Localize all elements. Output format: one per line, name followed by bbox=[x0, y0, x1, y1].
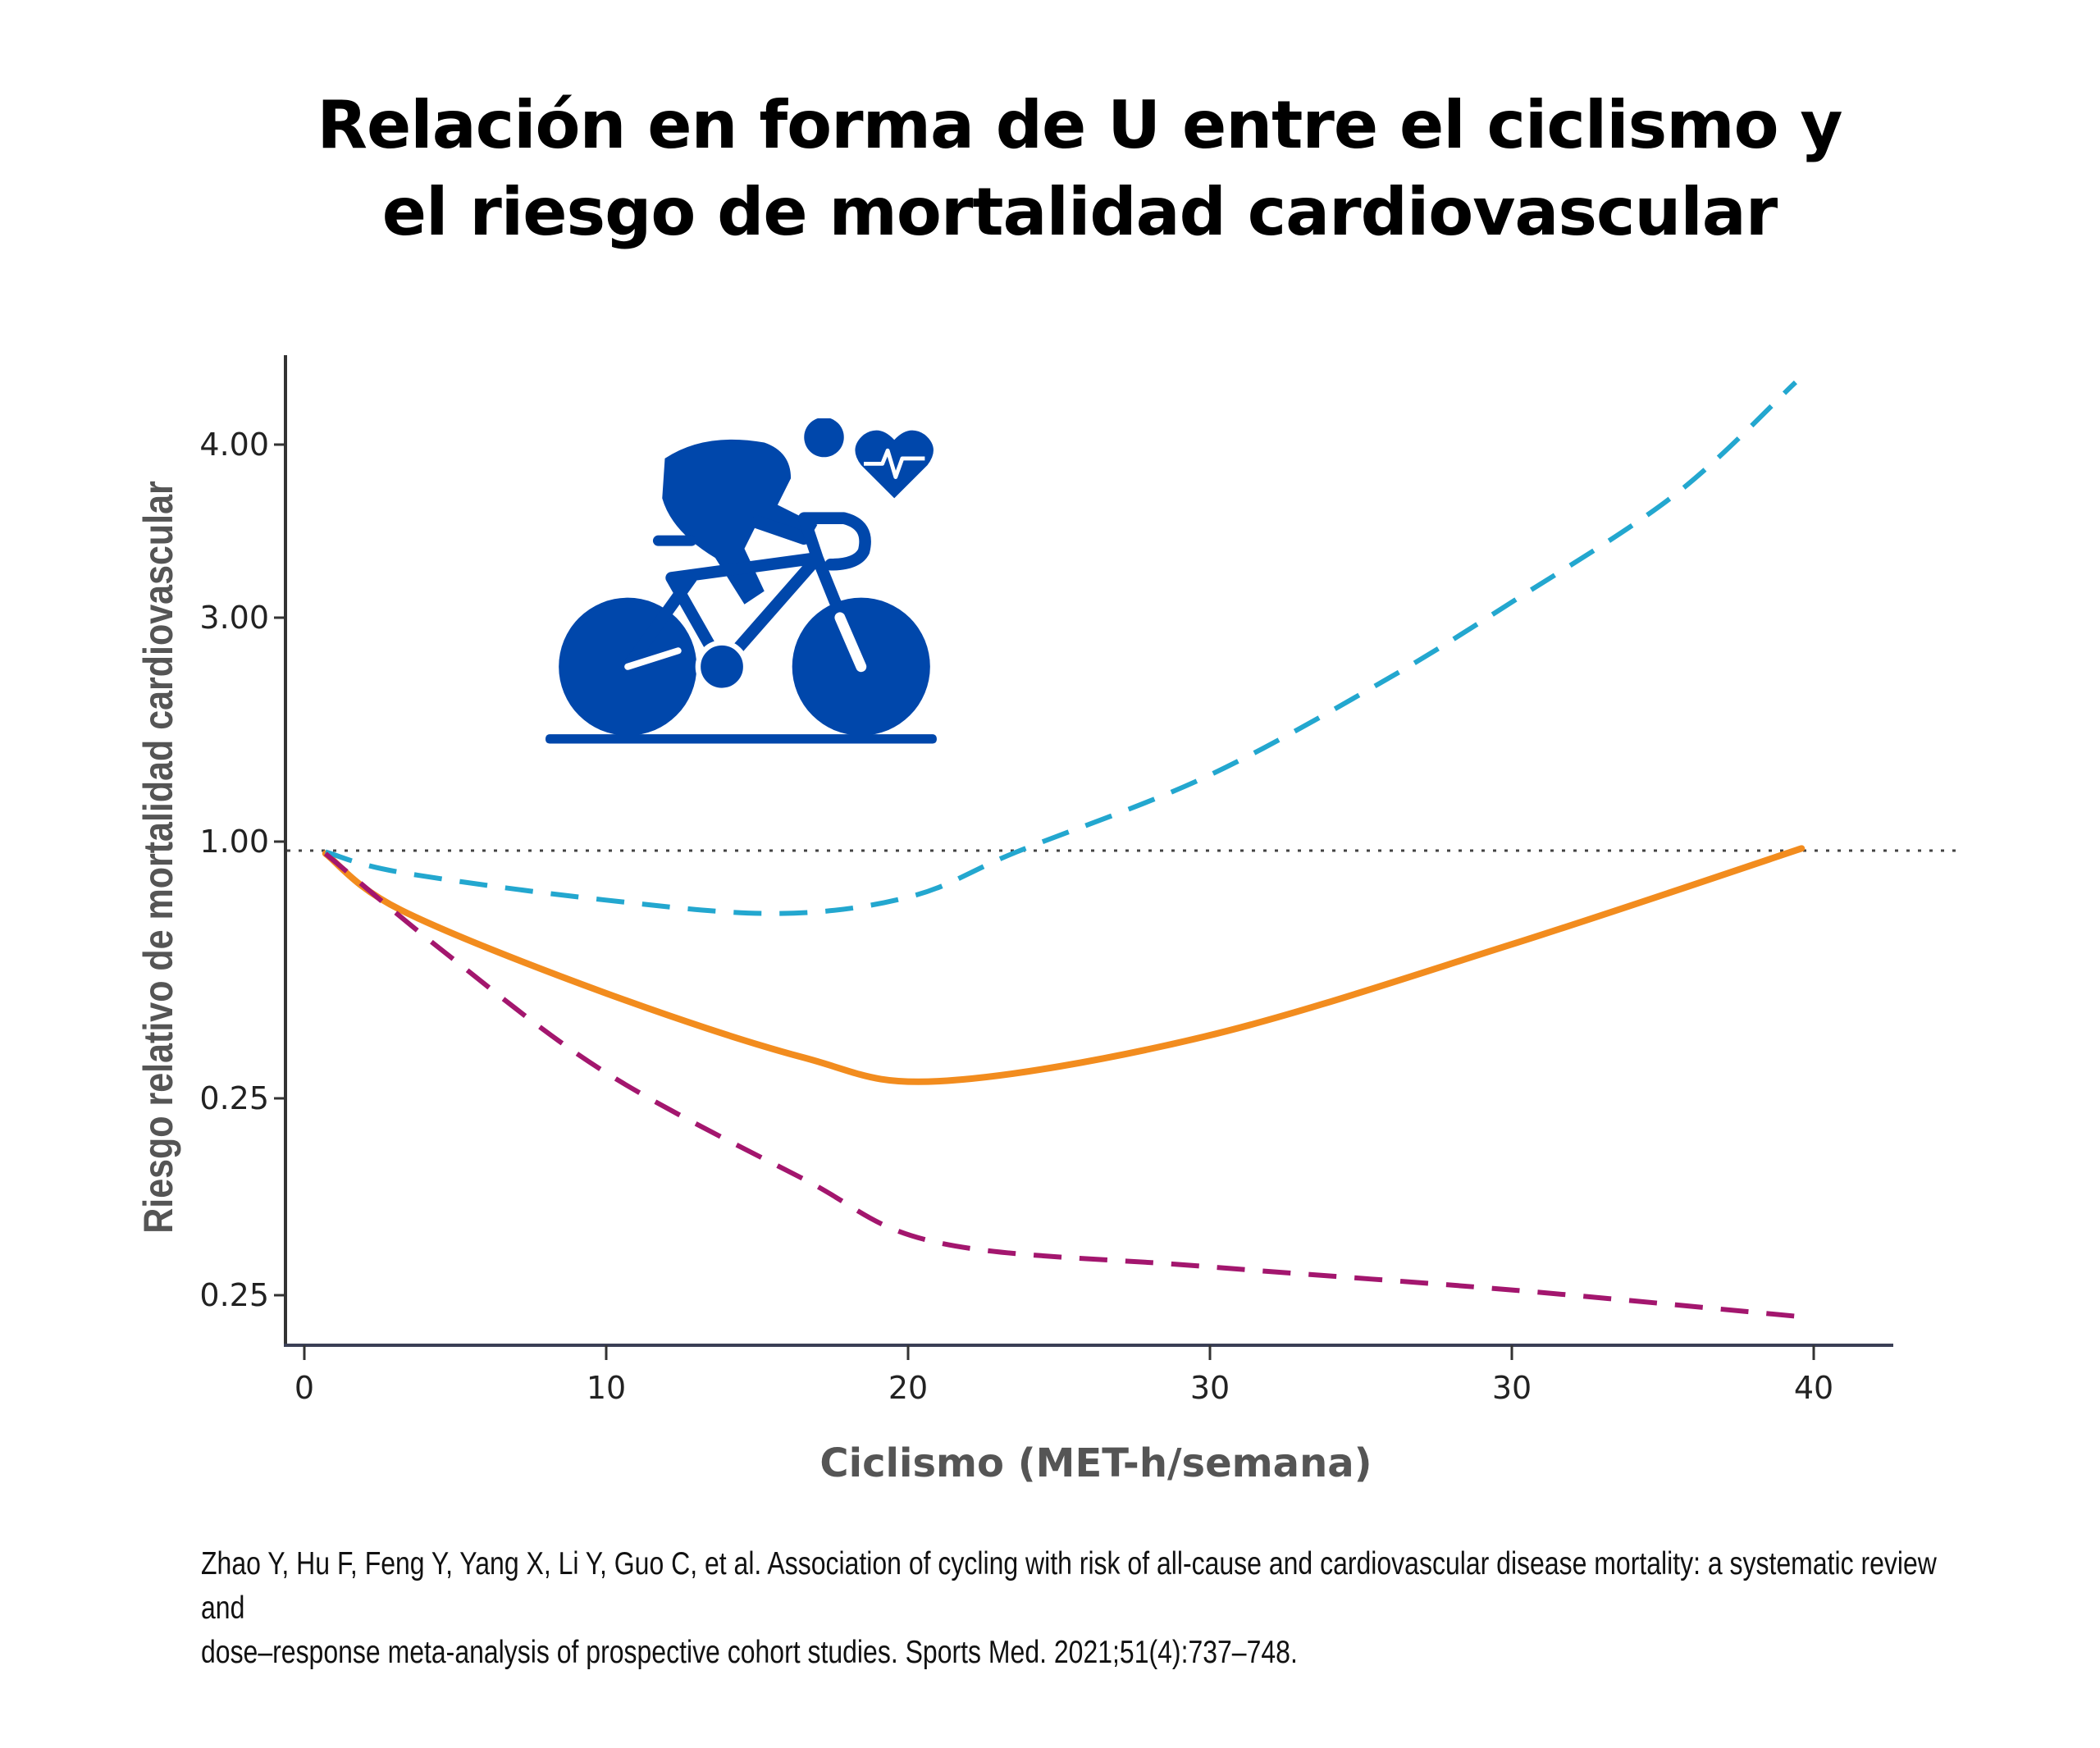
title-line-2: el riesgo de mortalidad cardiovascular bbox=[381, 174, 1778, 250]
title-line-1: Relación en forma de U entre el ciclismo… bbox=[317, 87, 1842, 163]
x-tick-label: 0 bbox=[294, 1370, 314, 1406]
x-tick-label: 10 bbox=[587, 1370, 626, 1406]
citation: Zhao Y, Hu F, Feng Y, Yang X, Li Y, Guo … bbox=[201, 1542, 1950, 1675]
x-tick-label: 30 bbox=[1190, 1370, 1230, 1406]
y-tick-label: 1.00 bbox=[199, 824, 269, 860]
series-line-2 bbox=[324, 380, 1797, 916]
y-tick-label: 0.25 bbox=[199, 1277, 269, 1313]
chart-title: Relación en forma de U entre el ciclismo… bbox=[0, 82, 2100, 256]
y-tick-label: 0.25 bbox=[199, 1080, 269, 1116]
x-tick-label: 30 bbox=[1492, 1370, 1532, 1406]
y-axis-label: Riesgo relativo de mortalidad cardiovasc… bbox=[135, 481, 181, 1234]
x-tick-label: 20 bbox=[888, 1370, 928, 1406]
citation-line-2: dose–response meta-analysis of prospecti… bbox=[201, 1635, 1298, 1670]
x-tick-label: 40 bbox=[1794, 1370, 1833, 1406]
series-line-3 bbox=[323, 851, 1796, 1319]
x-axis-label: Ciclismo (MET-h/semana) bbox=[819, 1440, 1372, 1486]
citation-line-1: Zhao Y, Hu F, Feng Y, Yang X, Li Y, Guo … bbox=[201, 1546, 1937, 1626]
cyclist-heart-icon bbox=[546, 418, 937, 744]
series-line-1 bbox=[322, 845, 1806, 1085]
y-tick-label: 4.00 bbox=[199, 427, 269, 463]
axes bbox=[284, 355, 1956, 1347]
y-tick-label: 3.00 bbox=[199, 600, 269, 636]
